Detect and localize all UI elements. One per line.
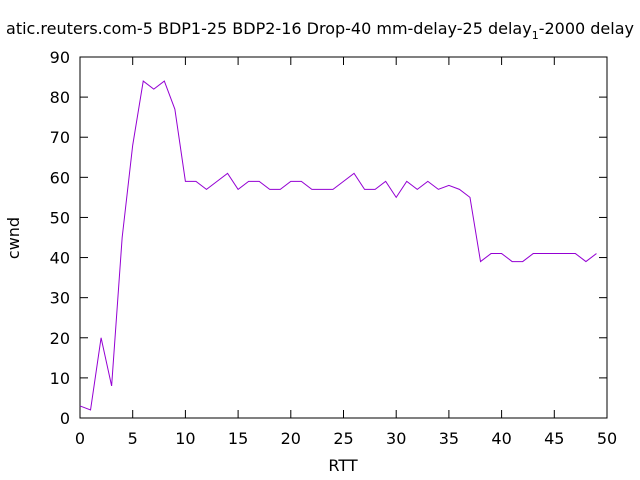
y-axis: 0 10 20 30 40 50 60 70 80 90 <box>50 48 607 428</box>
y-tick-label: 30 <box>50 289 70 308</box>
chart-title-tail: -2000 delay <box>539 19 634 38</box>
y-tick-label: 20 <box>50 329 70 348</box>
y-tick-label: 40 <box>50 249 70 268</box>
x-tick-label: 30 <box>386 429 406 448</box>
x-axis: 0 5 10 15 20 25 30 35 40 45 50 <box>75 57 617 448</box>
y-tick-label: 50 <box>50 208 70 227</box>
y-tick-label: 80 <box>50 88 70 107</box>
x-tick-label: 25 <box>333 429 353 448</box>
y-axis-label: cwnd <box>4 217 23 259</box>
y-tick-label: 60 <box>50 168 70 187</box>
x-tick-label: 40 <box>491 429 511 448</box>
y-tick-label: 90 <box>50 48 70 67</box>
plot-frame <box>79 56 608 419</box>
x-tick-label: 5 <box>128 429 138 448</box>
x-tick-label: 15 <box>228 429 248 448</box>
x-tick-label: 35 <box>439 429 459 448</box>
x-axis-label: RTT <box>328 456 357 475</box>
x-tick-label: 50 <box>597 429 617 448</box>
chart-title: atic.reuters.com-5 BDP1-25 BDP2-16 Drop-… <box>6 19 634 42</box>
y-tick-label: 0 <box>60 409 70 428</box>
series-line-cwnd <box>79 80 597 411</box>
x-tick-label: 10 <box>175 429 195 448</box>
x-tick-label: 0 <box>75 429 85 448</box>
chart-title-main: atic.reuters.com-5 BDP1-25 BDP2-16 Drop-… <box>6 19 532 38</box>
y-tick-label: 10 <box>50 369 70 388</box>
y-tick-label: 70 <box>50 128 70 147</box>
chart-title-subscript: 1 <box>532 29 539 42</box>
x-tick-label: 45 <box>544 429 564 448</box>
x-tick-label: 20 <box>281 429 301 448</box>
